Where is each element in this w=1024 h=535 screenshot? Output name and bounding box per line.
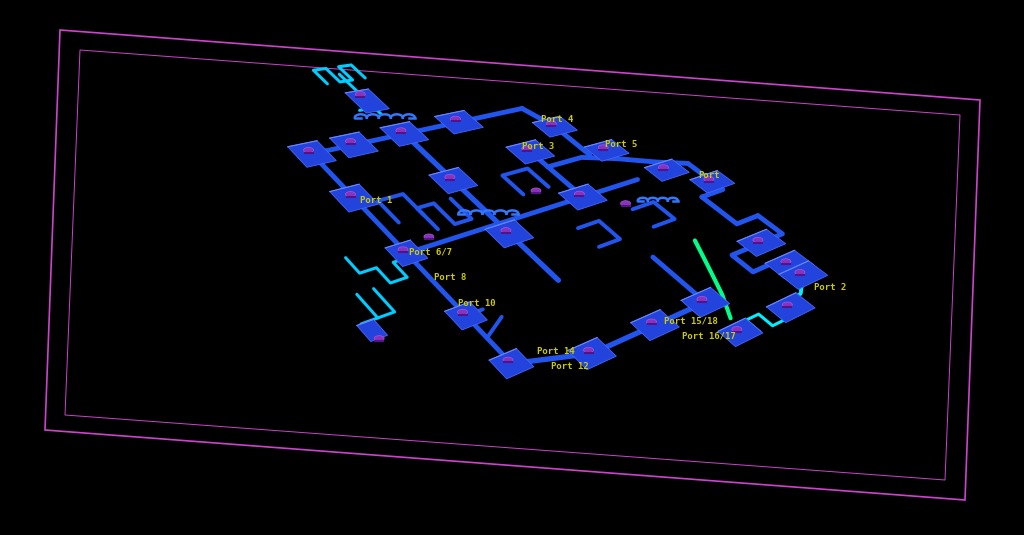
Ellipse shape [458, 309, 468, 315]
Polygon shape [288, 141, 336, 167]
Text: Port 6/7: Port 6/7 [410, 248, 453, 257]
Text: Port 10: Port 10 [459, 299, 496, 308]
Ellipse shape [547, 121, 556, 126]
Text: Port 3: Port 3 [522, 142, 554, 151]
Ellipse shape [501, 227, 511, 233]
Text: Port 12: Port 12 [551, 362, 589, 371]
Ellipse shape [795, 270, 805, 275]
Ellipse shape [697, 296, 707, 302]
Polygon shape [644, 159, 689, 181]
Polygon shape [532, 116, 578, 137]
Ellipse shape [444, 174, 455, 180]
Ellipse shape [646, 319, 656, 325]
Polygon shape [767, 293, 815, 323]
Ellipse shape [355, 91, 366, 97]
Text: Port 8: Port 8 [434, 273, 466, 282]
Ellipse shape [732, 326, 742, 332]
Text: Port 5: Port 5 [604, 140, 637, 149]
Polygon shape [434, 110, 483, 134]
Polygon shape [737, 230, 785, 256]
Ellipse shape [658, 165, 669, 170]
Polygon shape [330, 184, 378, 212]
Polygon shape [385, 240, 428, 266]
Polygon shape [558, 184, 607, 210]
Ellipse shape [753, 237, 763, 243]
Polygon shape [631, 310, 679, 341]
Ellipse shape [621, 201, 631, 206]
Polygon shape [356, 319, 388, 341]
Polygon shape [765, 250, 814, 278]
Ellipse shape [424, 234, 434, 240]
Ellipse shape [574, 191, 585, 197]
Text: Port 2: Port 2 [814, 283, 846, 292]
Ellipse shape [303, 148, 313, 153]
Ellipse shape [451, 116, 461, 121]
Ellipse shape [703, 177, 714, 182]
Text: Port 1: Port 1 [360, 196, 392, 205]
Polygon shape [429, 167, 478, 194]
Ellipse shape [598, 145, 608, 150]
Text: Port: Port [698, 171, 720, 180]
Ellipse shape [374, 335, 384, 341]
Ellipse shape [531, 188, 541, 194]
Polygon shape [718, 318, 763, 347]
Ellipse shape [503, 357, 513, 363]
Polygon shape [567, 338, 616, 370]
Polygon shape [506, 140, 555, 164]
Text: Port 4: Port 4 [541, 115, 573, 124]
Polygon shape [345, 89, 389, 113]
Ellipse shape [345, 139, 355, 144]
Text: Port 16/17: Port 16/17 [682, 332, 735, 341]
Polygon shape [690, 171, 735, 193]
Ellipse shape [398, 247, 408, 253]
Polygon shape [330, 132, 378, 158]
Ellipse shape [522, 146, 531, 151]
Polygon shape [585, 140, 629, 161]
Polygon shape [681, 287, 730, 317]
Polygon shape [444, 302, 487, 330]
Polygon shape [779, 261, 827, 289]
Ellipse shape [781, 259, 791, 264]
Ellipse shape [396, 128, 406, 133]
Ellipse shape [782, 302, 793, 308]
Ellipse shape [584, 347, 594, 353]
Polygon shape [489, 349, 534, 379]
Polygon shape [485, 220, 534, 248]
Text: Port 14: Port 14 [538, 347, 575, 356]
Polygon shape [380, 121, 429, 147]
Text: Port 15/18: Port 15/18 [665, 316, 718, 325]
Ellipse shape [345, 192, 355, 197]
